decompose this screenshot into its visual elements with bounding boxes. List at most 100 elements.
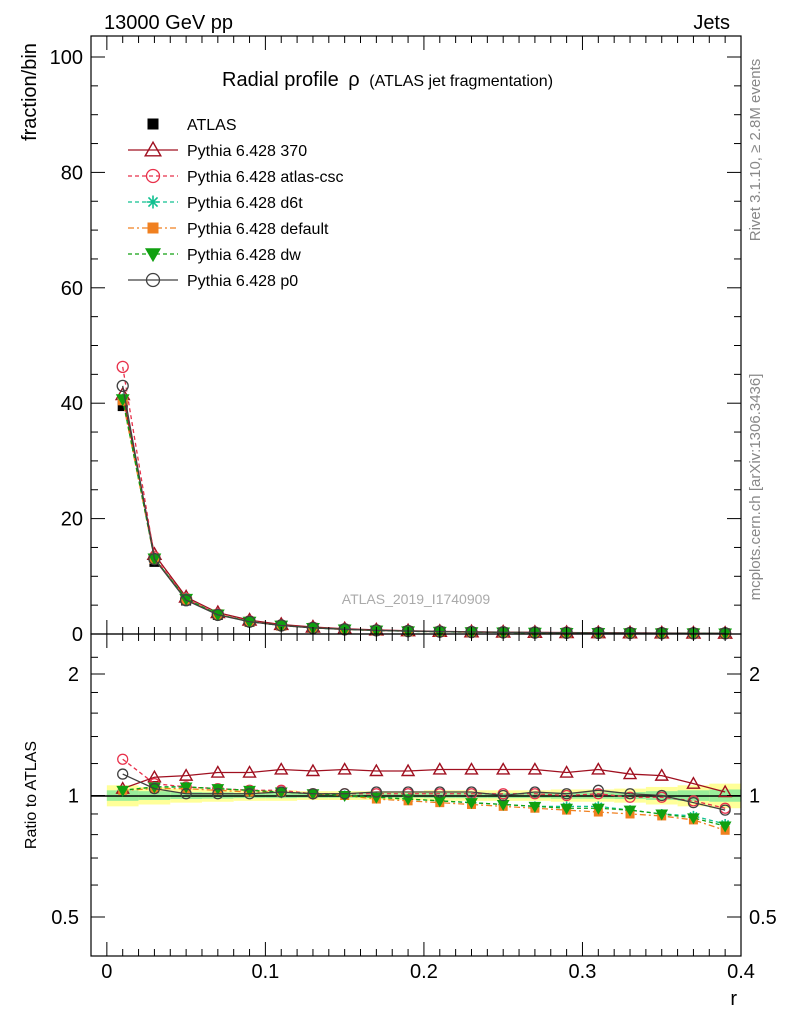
ratio-y-tick-label: 2 bbox=[68, 664, 79, 686]
legend-item: Pythia 6.428 dw bbox=[128, 247, 301, 264]
main-y-tick-label: 0 bbox=[72, 624, 83, 646]
ratio-y-tick-label-right: 2 bbox=[749, 664, 760, 686]
ratio-data-point bbox=[465, 798, 478, 810]
ratio-y-label: Ratio to ATLAS bbox=[23, 741, 40, 849]
plot-title: Radial profile ρ (ATLAS jet fragmentatio… bbox=[222, 69, 553, 91]
legend-item: Pythia 6.428 d6t bbox=[128, 195, 303, 212]
main-plot: 0 20 40 60 80 100 ATLAS_2019_I1740909 fractio… bbox=[19, 35, 742, 646]
legend-marker bbox=[143, 140, 163, 157]
legend-label: Pythia 6.428 d6t bbox=[187, 195, 303, 212]
legend-marker bbox=[144, 248, 162, 263]
ratio-data-point bbox=[717, 784, 733, 798]
x-tick-label: 0.4 bbox=[727, 961, 755, 983]
ratio-data-point bbox=[497, 789, 509, 802]
ratio-data bbox=[115, 753, 733, 835]
ratio-series bbox=[115, 762, 733, 798]
ratio-data-point bbox=[212, 788, 224, 800]
x-axis-label: r bbox=[730, 988, 737, 1010]
ratio-data-point bbox=[402, 786, 414, 798]
ratio-data-point bbox=[591, 803, 605, 815]
legend-label: ATLAS bbox=[187, 117, 237, 134]
x-tick-label: 0 bbox=[101, 961, 112, 983]
ratio-y-tick-label: 1 bbox=[68, 786, 79, 808]
energy-label: 13000 GeV pp bbox=[104, 12, 233, 34]
legend: ATLAS Pythia 6.428 370 Pythia 6.428 atlas-… bbox=[128, 117, 344, 290]
legend-label: Pythia 6.428 dw bbox=[187, 247, 301, 264]
main-data-point bbox=[243, 615, 256, 628]
ratio-series bbox=[117, 753, 731, 814]
ratio-data-point bbox=[370, 786, 383, 798]
plot-title-main: Radial profile bbox=[222, 69, 339, 91]
ratio-data-point bbox=[656, 789, 668, 802]
ratio-data-point bbox=[560, 803, 573, 815]
ratio-data-point bbox=[495, 762, 511, 775]
ratio-plot: 0.5 0.51 12 2 0 0.1 0.2 0.3 0.4 Ratio to ATLAS … bbox=[23, 36, 777, 1010]
ratio-data-point bbox=[654, 768, 669, 781]
ratio-data-point bbox=[623, 805, 637, 817]
legend-item: Pythia 6.428 p0 bbox=[128, 272, 298, 290]
ratio-data-point bbox=[655, 809, 669, 821]
legend-item: Pythia 6.428 370 bbox=[128, 140, 307, 160]
ratio-y-tick-label-right: 1 bbox=[749, 786, 760, 808]
ratio-data-point bbox=[622, 766, 638, 780]
rivet-label: Rivet 3.1.10, ≥ 2.8M events bbox=[747, 59, 764, 242]
legend-item: ATLAS bbox=[147, 117, 237, 134]
process-label: Jets bbox=[693, 12, 730, 34]
ratio-y-tick-label: 0.5 bbox=[51, 907, 79, 929]
ratio-data-point bbox=[560, 788, 573, 800]
ratio-data-point bbox=[116, 785, 130, 797]
ratio-series-line bbox=[122, 786, 726, 827]
main-data-point bbox=[116, 360, 129, 373]
main-y-tick-label: 100 bbox=[50, 47, 83, 69]
ratio-data-point bbox=[465, 786, 478, 798]
ratio-data-point bbox=[339, 788, 351, 800]
ratio-data-point bbox=[178, 768, 194, 781]
legend-item: Pythia 6.428 default bbox=[128, 221, 329, 238]
x-ticks: 0 0.1 0.2 0.3 0.4 bbox=[90, 36, 755, 983]
ratio-data-point bbox=[243, 785, 256, 797]
main-data-point bbox=[211, 608, 224, 621]
ratio-y-ticks: 0.5 0.5 1 1 2 2 bbox=[51, 656, 777, 929]
main-y-label: fraction/bin bbox=[19, 43, 41, 141]
ratio-data-point bbox=[527, 762, 543, 775]
ratio-data-point bbox=[305, 763, 321, 777]
ratio-data-point bbox=[401, 794, 415, 806]
x-tick-label: 0.2 bbox=[410, 961, 438, 983]
ratio-series bbox=[116, 782, 732, 833]
legend-label: Pythia 6.428 p0 bbox=[187, 273, 298, 290]
main-data-point bbox=[179, 594, 193, 607]
ratio-data-point bbox=[243, 788, 256, 800]
legend-label: Pythia 6.428 370 bbox=[187, 143, 307, 160]
main-y-tick-label: 40 bbox=[61, 393, 83, 415]
legend-label: Pythia 6.428 default bbox=[187, 221, 329, 238]
ratio-data-point bbox=[117, 768, 129, 780]
ratio-series-line bbox=[122, 768, 726, 793]
legend-label: Pythia 6.428 atlas-csc bbox=[187, 169, 344, 186]
ratio-data-point bbox=[624, 788, 636, 800]
ratio-data-point bbox=[210, 765, 226, 778]
ratio-data-point bbox=[592, 788, 604, 800]
ratio-data-point bbox=[559, 765, 574, 778]
ratio-data-point bbox=[274, 762, 289, 775]
mcplots-label: mcplots.cern.ch [arXiv:1306.3436] bbox=[747, 374, 764, 601]
plot-title-subtitle: (ATLAS jet fragmentation) bbox=[369, 73, 553, 90]
ratio-data-point bbox=[307, 788, 319, 800]
ratio-data-point bbox=[464, 762, 479, 775]
ratio-data-point bbox=[179, 782, 193, 794]
ratio-data-point bbox=[592, 784, 604, 796]
x-tick-label: 0.1 bbox=[251, 961, 279, 983]
ratio-data-point bbox=[528, 801, 542, 813]
legend-marker bbox=[146, 195, 160, 209]
x-tick-label: 0.3 bbox=[569, 961, 597, 983]
ratio-data-point bbox=[686, 776, 701, 789]
ratio-data-point bbox=[337, 762, 352, 775]
ratio-data-point bbox=[719, 804, 731, 816]
main-y-tick-label: 60 bbox=[61, 278, 83, 300]
main-data-point bbox=[116, 379, 129, 393]
ratio-data-point bbox=[624, 791, 636, 803]
ratio-data-point bbox=[432, 762, 447, 775]
ratio-series-line bbox=[122, 787, 726, 831]
ratio-data-point bbox=[369, 763, 384, 777]
ratio-series bbox=[117, 768, 731, 816]
